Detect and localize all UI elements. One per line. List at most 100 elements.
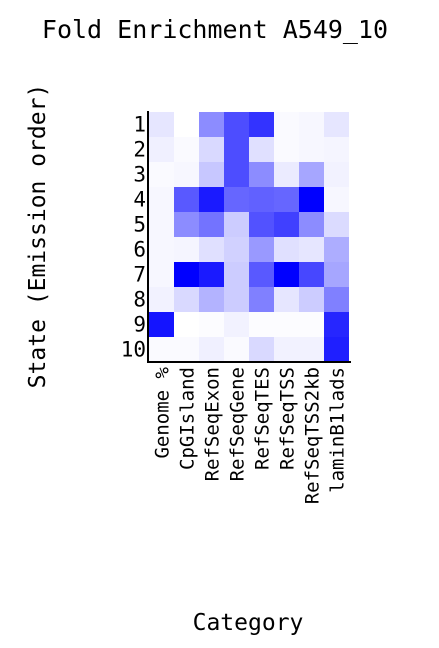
heatmap-cell [249, 187, 274, 212]
column-tick-label: RefSeqTSS [277, 367, 299, 470]
heatmap-cell [199, 137, 224, 162]
heatmap-cell [249, 262, 274, 287]
heatmap-cell [274, 187, 299, 212]
heatmap-cell [174, 137, 199, 162]
heatmap-cell [149, 287, 174, 312]
heatmap-cell [249, 237, 274, 262]
heatmap-cell [224, 287, 249, 312]
heatmap-cell [299, 287, 324, 312]
heatmap-cell [224, 312, 249, 337]
heatmap-cell [149, 162, 174, 187]
heatmap-cell [324, 137, 349, 162]
heatmap-cell [274, 137, 299, 162]
heatmap-cell [149, 312, 174, 337]
heatmap-cell [324, 262, 349, 287]
column-tick-label: RefSeqExon [202, 367, 224, 481]
heatmap-cell [324, 212, 349, 237]
heatmap-cell [199, 262, 224, 287]
row-tick-label: 7 [133, 263, 146, 287]
heatmap-cell [324, 237, 349, 262]
heatmap-cell [299, 187, 324, 212]
heatmap-cell [199, 162, 224, 187]
heatmap-cell [299, 112, 324, 137]
heatmap-cell [224, 112, 249, 137]
heatmap-cell [224, 262, 249, 287]
heatmap-cell [299, 212, 324, 237]
heatmap-cell [274, 112, 299, 137]
row-tick-label: 8 [133, 288, 146, 312]
heatmap-cell [249, 137, 274, 162]
heatmap-cells [149, 112, 349, 362]
heatmap-cell [299, 312, 324, 337]
heatmap-cell [149, 212, 174, 237]
heatmap-cell [324, 312, 349, 337]
heatmap-cell [324, 287, 349, 312]
heatmap-cell [149, 137, 174, 162]
heatmap-cell [224, 337, 249, 362]
heatmap-cell [274, 287, 299, 312]
column-tick-label: RefSeqTES [252, 367, 274, 470]
heatmap-cell [174, 112, 199, 137]
heatmap-cell [199, 237, 224, 262]
x-axis-label: Category [193, 610, 304, 636]
heatmap-cell [224, 237, 249, 262]
heatmap-cell [174, 312, 199, 337]
heatmap-cell [199, 337, 224, 362]
row-tick-label: 10 [121, 338, 146, 362]
heatmap-cell [224, 212, 249, 237]
column-tick-label: RefSeqGene [227, 367, 249, 481]
heatmap-cell [174, 187, 199, 212]
heatmap-cell [249, 112, 274, 137]
row-tick-label: 4 [133, 188, 146, 212]
heatmap-cell [274, 212, 299, 237]
row-tick-label: 2 [133, 138, 146, 162]
heatmap-cell [174, 162, 199, 187]
heatmap-cell [274, 312, 299, 337]
heatmap-cell [324, 187, 349, 212]
heatmap-cell [149, 237, 174, 262]
column-tick-label: RefSeqTSS2kb [302, 367, 324, 504]
row-tick-label: 3 [133, 163, 146, 187]
heatmap-cell [274, 162, 299, 187]
heatmap-cell [324, 162, 349, 187]
heatmap-cell [324, 112, 349, 137]
heatmap-cell [174, 287, 199, 312]
heatmap-cell [174, 262, 199, 287]
heatmap-cell [174, 337, 199, 362]
heatmap-cell [149, 112, 174, 137]
heatmap-cell [299, 137, 324, 162]
heatmap-cell [249, 287, 274, 312]
column-labels: Genome % CpGIsland RefSeqExon RefSeqGene Ref… [152, 366, 349, 504]
heatmap-cell [199, 287, 224, 312]
column-tick-label: laminB1lads [327, 367, 349, 493]
heatmap-cell [299, 237, 324, 262]
heatmap-cell [249, 162, 274, 187]
y-axis-label: State (Emission order) [25, 84, 51, 389]
chart-title: Fold Enrichment A549_10 [42, 15, 388, 44]
heatmap-cell [174, 212, 199, 237]
heatmap-cell [299, 262, 324, 287]
heatmap-cell [199, 212, 224, 237]
heatmap-cell [149, 337, 174, 362]
heatmap-cell [224, 187, 249, 212]
heatmap-cell [199, 187, 224, 212]
heatmap-cell [274, 337, 299, 362]
heatmap-cell [199, 312, 224, 337]
heatmap-cell [274, 262, 299, 287]
heatmap-cell [149, 187, 174, 212]
heatmap-cell [249, 337, 274, 362]
row-tick-label: 5 [133, 213, 146, 237]
heatmap-cell [199, 112, 224, 137]
heatmap-cell [249, 212, 274, 237]
heatmap-cell [299, 337, 324, 362]
column-tick-label: Genome % [152, 366, 174, 458]
heatmap-cell [274, 237, 299, 262]
heatmap-cell [224, 162, 249, 187]
heatmap-cell [174, 237, 199, 262]
row-tick-label: 1 [133, 113, 146, 137]
heatmap-cell [299, 162, 324, 187]
row-tick-label: 6 [133, 238, 146, 262]
heatmap-cell [249, 312, 274, 337]
